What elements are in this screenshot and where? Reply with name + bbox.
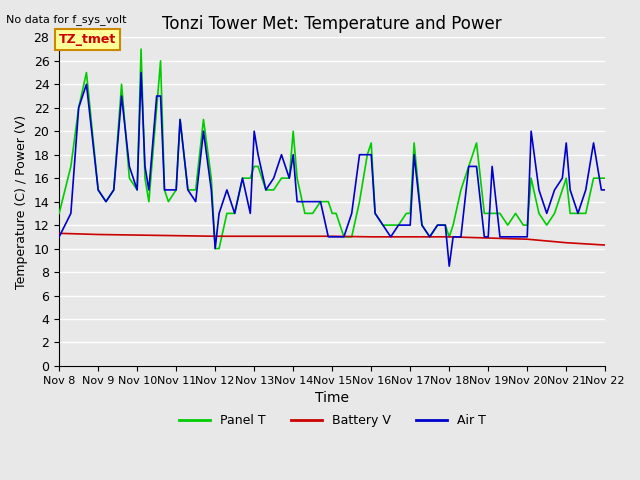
Text: No data for f_sys_volt: No data for f_sys_volt	[6, 14, 127, 25]
Y-axis label: Temperature (C) / Power (V): Temperature (C) / Power (V)	[15, 115, 28, 288]
Legend: Panel T, Battery V, Air T: Panel T, Battery V, Air T	[173, 409, 491, 432]
Title: Tonzi Tower Met: Temperature and Power: Tonzi Tower Met: Temperature and Power	[163, 15, 502, 33]
Text: TZ_tmet: TZ_tmet	[59, 33, 116, 46]
X-axis label: Time: Time	[316, 391, 349, 405]
